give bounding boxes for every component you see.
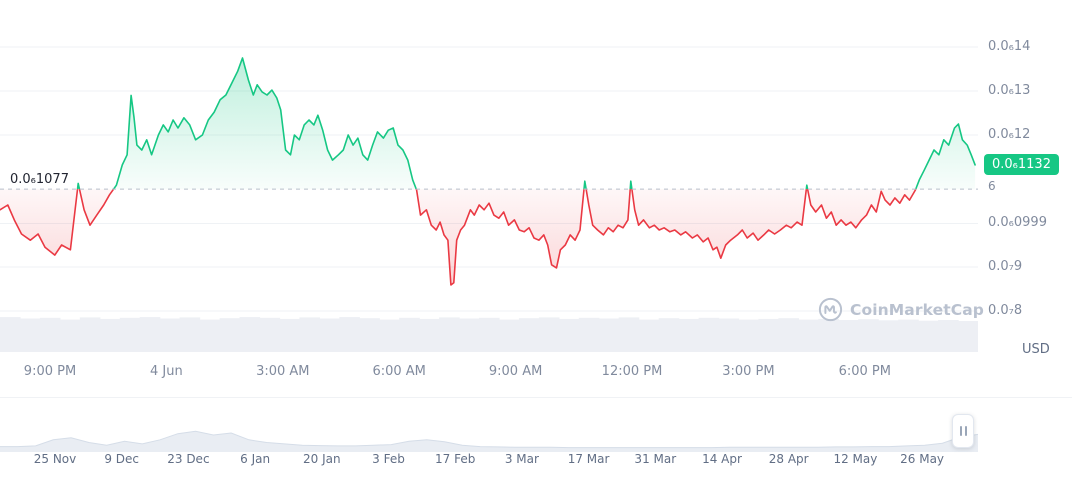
y-axis-label: 0.0₇8 (988, 303, 1023, 318)
watermark: CoinMarketCap (818, 297, 984, 322)
volume-bar (419, 318, 440, 352)
navigator-date-label: 28 Apr (768, 452, 809, 466)
navigator-date-label: 9 Dec (104, 452, 140, 466)
navigator-date-label: 31 Mar (634, 452, 677, 466)
volume-bar (858, 319, 879, 352)
y-axis-label: 0.0₆12 (988, 127, 1031, 142)
volume-bar (459, 318, 480, 352)
price-line-down (0, 189, 917, 286)
volume-bar (718, 318, 740, 352)
volume-bar (199, 319, 221, 352)
navigator-date-label: 17 Feb (435, 452, 476, 466)
volume-bar (359, 318, 380, 352)
volume-bar (678, 318, 700, 352)
volume-bar (139, 317, 161, 352)
x-axis-label: 3:00 PM (722, 364, 775, 379)
baseline-price-label: 0.0₆1077 (10, 172, 69, 188)
volume-bar (658, 318, 680, 352)
volume-bar (259, 317, 281, 352)
x-axis-label: 9:00 PM (23, 364, 77, 379)
volume-bar (918, 320, 939, 352)
volume-bar (79, 317, 101, 352)
navigator-date-label: 20 Jan (303, 452, 341, 466)
navigator-line (0, 430, 978, 449)
volume-bar (399, 317, 420, 352)
volume-bar (538, 317, 560, 352)
volume-bar (479, 317, 500, 352)
navigator-date-label: 3 Feb (372, 452, 405, 466)
volume-bar (798, 319, 819, 352)
volume-bar (379, 319, 400, 352)
price-chart[interactable] (0, 0, 978, 356)
navigator-date-label: 17 Mar (567, 452, 610, 466)
volume-bar (838, 320, 859, 352)
navigator-date-label: 26 May (900, 452, 945, 466)
volume-bar (758, 318, 779, 352)
price-area-up (0, 58, 976, 190)
volume-bar (20, 318, 41, 352)
volume-bar (738, 319, 760, 352)
y-axis-partial-label: 6 (988, 179, 996, 194)
x-axis: 9:00 PM 4 Jun 3:00 AM 6:00 AM 9:00 AM 12:00 P… (0, 364, 978, 384)
volume-bar (818, 318, 839, 352)
watermark-text: CoinMarketCap (850, 300, 984, 319)
volume-bar (898, 319, 919, 352)
navigator-handle[interactable] (952, 414, 974, 448)
y-axis-label: 0.0₆0999 (988, 215, 1047, 231)
x-axis-label: 3:00 AM (256, 364, 310, 379)
volume-bar (59, 319, 81, 352)
navigator-date-label: 12 May (833, 452, 878, 466)
y-axis-label: 0.0₆14 (988, 39, 1031, 54)
volume-bar (938, 320, 959, 352)
y-axis-label: 0.0₇9 (988, 259, 1023, 274)
volume-bar (239, 317, 261, 352)
volume-bar (439, 317, 460, 352)
volume-bar (339, 317, 360, 352)
x-axis-label: 4 Jun (150, 364, 183, 379)
current-price-badge: 0.0₆1132 (984, 153, 1059, 175)
volume-bar (99, 318, 121, 352)
y-axis-label: 0.0₆13 (988, 83, 1031, 98)
price-region-up (0, 57, 976, 190)
x-axis-label: 6:00 AM (372, 364, 426, 379)
volume-bar (598, 318, 620, 352)
volume-bar (299, 317, 320, 352)
volume-bar (518, 318, 540, 352)
navigator-area (0, 431, 978, 452)
x-axis-label: 12:00 PM (601, 364, 663, 379)
section-divider (0, 397, 1072, 398)
volume-bar (319, 318, 340, 352)
price-line-up (76, 57, 976, 190)
navigator-date-label: 3 Mar (504, 452, 539, 466)
volume-bar (219, 318, 241, 352)
volume-bar (179, 317, 201, 352)
navigator-chart[interactable] (0, 406, 978, 452)
volume-bar (119, 317, 141, 352)
navigator-date-label: 14 Apr (702, 452, 742, 466)
volume-bar (39, 317, 61, 352)
navigator-date-label: 23 Dec (167, 452, 210, 466)
volume-bar (958, 321, 978, 352)
x-axis-label: 9:00 AM (488, 364, 543, 379)
volume-bar (159, 318, 181, 352)
coinmarketcap-logo-icon (818, 297, 843, 322)
volume-bar (0, 317, 21, 352)
navigator-axis: 25 Nov 9 Dec 23 Dec 6 Jan 20 Jan 3 Feb 17 Feb 3… (0, 452, 978, 472)
volume-bar (499, 319, 520, 352)
volume-bar (578, 317, 600, 352)
volume-bar (558, 318, 580, 352)
navigator-date-label: 6 Jan (240, 452, 271, 466)
volume-bar (618, 317, 640, 352)
volume-bar (698, 317, 720, 352)
volume-bar (279, 318, 300, 352)
price-region-down (0, 189, 917, 286)
volume-bar (878, 320, 899, 352)
volume-bars (0, 317, 978, 352)
volume-bar (778, 318, 799, 352)
volume-bar (638, 319, 660, 352)
x-axis-label: 6:00 PM (838, 364, 891, 379)
navigator-date-label: 25 Nov (33, 452, 77, 466)
currency-unit-label: USD (1022, 342, 1050, 357)
